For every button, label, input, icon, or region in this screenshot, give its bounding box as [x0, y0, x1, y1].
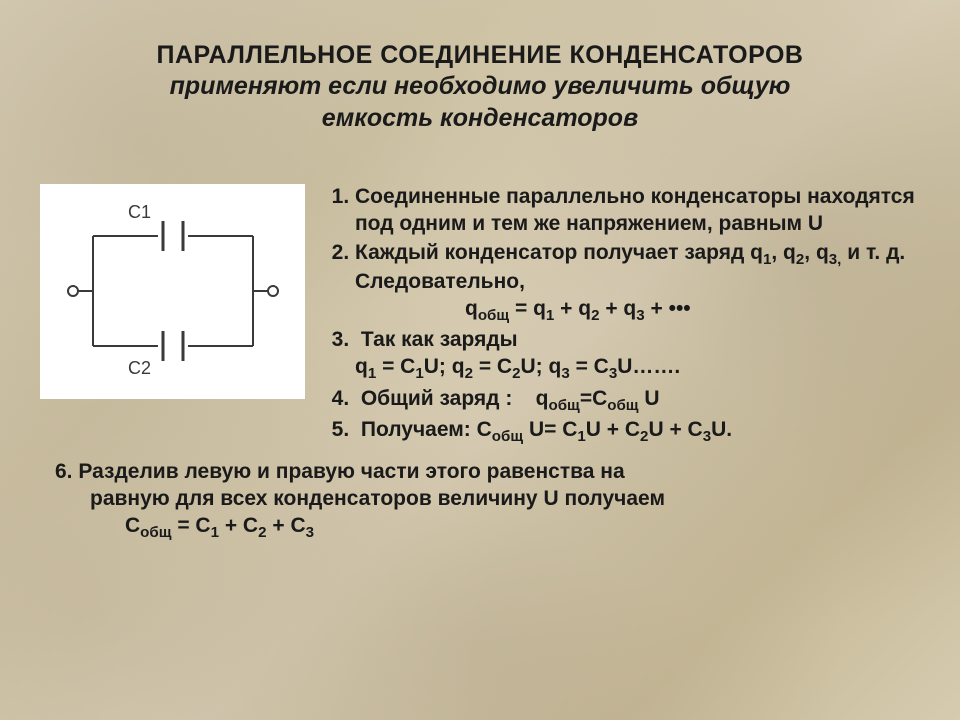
title-line-3: емкость конденсаторов — [60, 103, 900, 134]
list-item-3: Так как заряды q1 = C1U; q2 = C2U; q3 = … — [355, 327, 920, 383]
list-item-1: Соединенные параллельно конденсаторы нах… — [355, 184, 920, 238]
list-item-4: Общий заряд : qобщ=Cобщ U — [355, 386, 920, 416]
formula-q-total: qобщ = q1 + q2 + q3 + ••• — [355, 296, 920, 326]
svg-text:C1: C1 — [128, 202, 151, 222]
conclusion-line-1: 6. Разделив левую и правую части этого р… — [55, 459, 920, 486]
list-item-2: Каждый конденсатор получает заряд q1, q2… — [355, 240, 920, 326]
svg-text:C2: C2 — [128, 358, 151, 378]
title-line-1: ПАРАЛЛЕЛЬНОЕ СОЕДИНЕНИЕ КОНДЕНСАТОРОВ — [60, 40, 900, 71]
derivation-list: Соединенные параллельно конденсаторы нах… — [327, 184, 920, 449]
slide-title: ПАРАЛЛЕЛЬНОЕ СОЕДИНЕНИЕ КОНДЕНСАТОРОВ пр… — [0, 0, 960, 144]
title-line-2: применяют если необходимо увеличить общу… — [60, 71, 900, 102]
list-item-5: Получаем: Cобщ U= C1U + C2U + C3U. — [355, 417, 920, 447]
conclusion-line-2: равную для всех конденсаторов величину U… — [55, 486, 920, 513]
conclusion-formula: Cобщ = C1 + C2 + C3 — [55, 513, 920, 543]
circuit-svg: C1 C2 — [53, 196, 293, 386]
content-row: C1 C2 Соединенные параллельно конденсатор… — [0, 144, 960, 449]
circuit-diagram: C1 C2 — [40, 184, 305, 399]
conclusion-block: 6. Разделив левую и правую части этого р… — [0, 449, 960, 542]
